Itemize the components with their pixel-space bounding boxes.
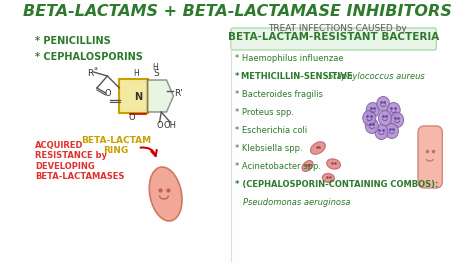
Text: ACQUIRED
RESISTANCE by
DEVELOPING
BETA-LACTAMASES: ACQUIRED RESISTANCE by DEVELOPING BETA-L…: [35, 141, 125, 181]
Text: * PENICILLINS: * PENICILLINS: [35, 36, 111, 46]
Circle shape: [391, 113, 404, 127]
Text: * Proteus spp.: * Proteus spp.: [235, 108, 294, 117]
Circle shape: [363, 110, 376, 126]
Text: METHICILLIN-SENSITIVE: METHICILLIN-SENSITIVE: [241, 72, 356, 81]
FancyBboxPatch shape: [118, 79, 148, 113]
Circle shape: [375, 124, 388, 139]
Circle shape: [366, 102, 379, 118]
Text: * Klebsiella spp.: * Klebsiella spp.: [235, 144, 303, 153]
Text: BETA-LACTAM
RING: BETA-LACTAM RING: [81, 136, 151, 155]
Text: a: a: [93, 66, 97, 72]
Ellipse shape: [149, 167, 182, 221]
Text: * CEPHALOSPORINS: * CEPHALOSPORINS: [35, 52, 143, 62]
Text: * Acinetobacter spp.: * Acinetobacter spp.: [235, 162, 321, 171]
Ellipse shape: [302, 161, 313, 172]
Ellipse shape: [322, 173, 335, 182]
Ellipse shape: [310, 142, 325, 154]
Text: * Haemophilus influenzae: * Haemophilus influenzae: [235, 54, 344, 63]
Text: BETA-LACTAM-RESISTANT BACTERIA: BETA-LACTAM-RESISTANT BACTERIA: [228, 32, 439, 42]
Text: H: H: [133, 69, 139, 78]
Text: BETA-LACTAMS + BETA-LACTAMASE INHIBITORS: BETA-LACTAMS + BETA-LACTAMASE INHIBITORS: [23, 4, 451, 19]
Text: OH: OH: [164, 122, 176, 131]
Ellipse shape: [327, 159, 340, 169]
Text: R': R': [174, 89, 183, 98]
Text: N: N: [134, 92, 142, 102]
Text: R: R: [87, 69, 93, 78]
Text: Pseudomonas aeruginosa: Pseudomonas aeruginosa: [243, 198, 351, 207]
Text: O: O: [156, 122, 163, 131]
Circle shape: [387, 102, 400, 118]
Circle shape: [385, 123, 399, 139]
Circle shape: [365, 118, 378, 134]
Text: * Bacteroides fragilis: * Bacteroides fragilis: [235, 90, 323, 99]
Circle shape: [378, 110, 392, 126]
Text: S: S: [153, 69, 159, 78]
Text: O: O: [104, 89, 110, 98]
FancyBboxPatch shape: [418, 126, 442, 188]
Circle shape: [377, 97, 390, 111]
Text: O: O: [128, 114, 135, 123]
Text: Staphylococcus aureus: Staphylococcus aureus: [328, 72, 425, 81]
Text: H: H: [152, 64, 158, 73]
Text: * (CEPHALOSPORIN-CONTAINING COMBOS):: * (CEPHALOSPORIN-CONTAINING COMBOS):: [235, 180, 438, 189]
Text: * Escherichia coli: * Escherichia coli: [235, 126, 308, 135]
Polygon shape: [147, 80, 173, 112]
FancyBboxPatch shape: [231, 28, 436, 50]
Text: TREAT INFECTIONS CAUSED by: TREAT INFECTIONS CAUSED by: [268, 24, 406, 33]
Text: *: *: [235, 72, 243, 81]
